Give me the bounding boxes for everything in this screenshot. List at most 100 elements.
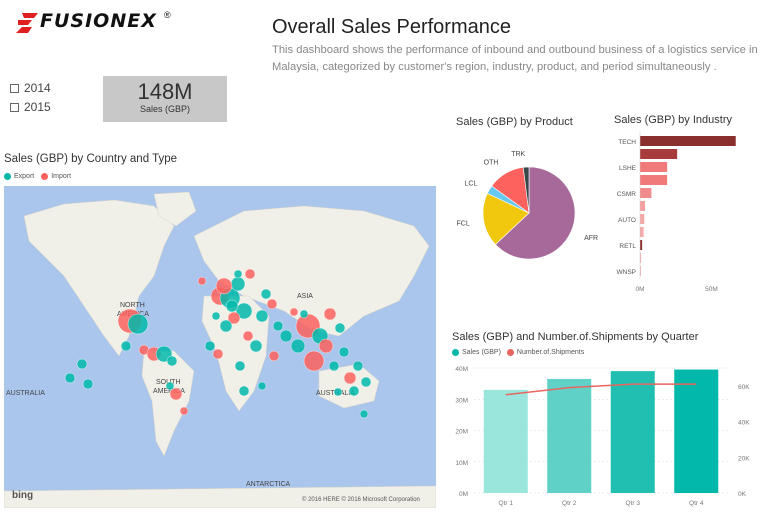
legend-sales: Sales (GBP) bbox=[462, 349, 501, 356]
map-bubble[interactable] bbox=[238, 385, 250, 397]
map-bubble[interactable] bbox=[318, 338, 334, 354]
map-bubble[interactable] bbox=[120, 340, 132, 352]
map-bubble[interactable] bbox=[266, 298, 278, 310]
quarter-y2-tick: 40K bbox=[738, 420, 750, 427]
industry-x-tick: 50M bbox=[705, 286, 718, 293]
map-bubble[interactable] bbox=[328, 360, 340, 372]
slicer-item-2014[interactable]: 2014 bbox=[10, 81, 51, 95]
quarter-combo-chart[interactable]: 0M 10M 20M 30M 40M 0K 20K 40K 60K Qtr 1 Qtr 2 Qtr 3… bbox=[446, 360, 764, 510]
slicer-label: 2014 bbox=[24, 81, 51, 95]
world-map-canvas[interactable]: NORTH AMERICA SOUTH AMERICA ASIA AUSTRAL… bbox=[4, 186, 436, 508]
page-title: Overall Sales Performance bbox=[272, 16, 511, 38]
brand-name: FUSIONEX bbox=[40, 10, 157, 32]
south-america-land bbox=[141, 350, 195, 457]
label-australia-left: AUSTRALIA bbox=[6, 390, 45, 397]
map-bubble[interactable] bbox=[360, 376, 372, 388]
industry-bar[interactable] bbox=[640, 175, 668, 185]
map-bubble[interactable] bbox=[225, 299, 239, 313]
industry-bar[interactable] bbox=[640, 227, 644, 237]
industry-bar-chart[interactable]: TECH LSHE CSMR AUTO RETL WNSP 0M 50M bbox=[610, 128, 760, 308]
map-bubble[interactable] bbox=[268, 350, 280, 362]
map-bubble[interactable] bbox=[343, 371, 357, 385]
map-bubble[interactable] bbox=[299, 309, 309, 319]
industry-label: RETL bbox=[619, 243, 636, 250]
map-bubble[interactable] bbox=[230, 276, 246, 292]
kpi-card: 148M Sales (GBP) bbox=[103, 76, 227, 122]
map-bubble[interactable] bbox=[272, 320, 284, 332]
map-bubble[interactable] bbox=[165, 381, 175, 391]
industry-bar[interactable] bbox=[640, 253, 642, 263]
map-bubble[interactable] bbox=[212, 348, 224, 360]
industry-label: LSHE bbox=[619, 165, 637, 172]
quarter-sales-bar[interactable] bbox=[674, 369, 719, 493]
world-map[interactable]: NORTH AMERICA SOUTH AMERICA ASIA AUSTRAL… bbox=[4, 186, 436, 508]
map-bubble[interactable] bbox=[279, 329, 293, 343]
map-bubble[interactable] bbox=[234, 360, 246, 372]
industry-bar[interactable] bbox=[640, 136, 736, 146]
map-bubble[interactable] bbox=[76, 358, 88, 370]
map-bubble[interactable] bbox=[233, 269, 243, 279]
quarter-sales-bar[interactable] bbox=[547, 378, 592, 493]
map-bubble[interactable] bbox=[242, 330, 254, 342]
map-bubble[interactable] bbox=[260, 288, 272, 300]
industry-title: Sales (GBP) by Industry bbox=[614, 114, 732, 126]
slicer-item-2015[interactable]: 2015 bbox=[10, 100, 51, 114]
map-bubble[interactable] bbox=[348, 385, 360, 397]
map-bubble[interactable] bbox=[215, 277, 233, 295]
map-bubble[interactable] bbox=[334, 322, 346, 334]
north-america-land bbox=[23, 199, 175, 357]
product-pie-chart[interactable]: AFR FCL LCL OTH TRK bbox=[446, 140, 606, 270]
map-bubble[interactable] bbox=[244, 268, 256, 280]
checkbox-icon[interactable] bbox=[10, 83, 19, 93]
map-bubble[interactable] bbox=[352, 360, 364, 372]
import-legend-dot bbox=[41, 173, 49, 180]
checkbox-icon[interactable] bbox=[10, 102, 19, 112]
map-bubble[interactable] bbox=[257, 381, 267, 391]
map-bubble[interactable] bbox=[235, 302, 253, 320]
map-bubble[interactable] bbox=[179, 406, 189, 416]
shipments-line[interactable] bbox=[505, 383, 697, 396]
pie-slice-fcl[interactable] bbox=[482, 193, 530, 245]
map-bubble[interactable] bbox=[211, 311, 221, 321]
map-bubble[interactable] bbox=[64, 372, 76, 384]
map-bubble[interactable] bbox=[249, 339, 263, 353]
map-bubble[interactable] bbox=[166, 355, 178, 367]
map-bubbles[interactable] bbox=[64, 268, 372, 419]
pie-label: LCL bbox=[465, 180, 478, 187]
map-bubble[interactable] bbox=[255, 309, 269, 323]
industry-bar[interactable] bbox=[640, 188, 652, 198]
slicer-label: 2015 bbox=[24, 100, 51, 114]
quarter-x-tick: Qtr 1 bbox=[499, 500, 514, 507]
kpi-label: Sales (GBP) bbox=[139, 104, 190, 114]
map-bubble[interactable] bbox=[289, 307, 299, 317]
quarter-y2-tick: 0K bbox=[738, 491, 747, 498]
map-bubble[interactable] bbox=[82, 378, 94, 390]
map-bubble[interactable] bbox=[169, 387, 183, 401]
map-bubble[interactable] bbox=[219, 319, 233, 333]
map-bubble[interactable] bbox=[227, 311, 241, 325]
pie-slice-afr[interactable] bbox=[495, 166, 576, 260]
fusionex-logo-icon bbox=[16, 13, 38, 33]
map-bubble[interactable] bbox=[303, 350, 325, 372]
quarter-sales-bar[interactable] bbox=[483, 389, 528, 493]
map-bubble[interactable] bbox=[290, 338, 306, 354]
pie-title: Sales (GBP) by Product bbox=[456, 116, 573, 128]
industry-bar[interactable] bbox=[640, 214, 645, 224]
map-bubble[interactable] bbox=[204, 340, 216, 352]
industry-bar[interactable] bbox=[640, 266, 641, 276]
map-bubble[interactable] bbox=[359, 409, 369, 419]
map-bubble[interactable] bbox=[127, 313, 149, 335]
pie-label: FCL bbox=[457, 220, 470, 227]
industry-bar[interactable] bbox=[640, 201, 645, 211]
shipments-legend-dot bbox=[506, 349, 514, 356]
map-bubble[interactable] bbox=[333, 387, 343, 397]
industry-bar[interactable] bbox=[640, 162, 668, 172]
map-bubble[interactable] bbox=[197, 276, 207, 286]
map-bubble[interactable] bbox=[323, 307, 337, 321]
industry-bar[interactable] bbox=[640, 149, 678, 159]
industry-bar[interactable] bbox=[640, 240, 643, 250]
quarter-sales-bar[interactable] bbox=[610, 371, 655, 493]
pie-slice-trk[interactable] bbox=[522, 166, 530, 214]
industry-x-tick: 0M bbox=[635, 286, 644, 293]
map-bubble[interactable] bbox=[338, 346, 350, 358]
